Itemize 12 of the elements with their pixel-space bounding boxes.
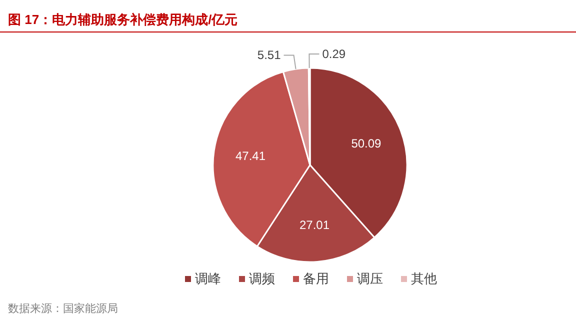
- source-note: 数据来源：国家能源局: [8, 302, 118, 315]
- legend-label: 调峰: [195, 271, 221, 286]
- legend-label: 备用: [303, 271, 329, 286]
- data-label: 27.01: [300, 218, 330, 232]
- legend-label: 调压: [357, 271, 383, 286]
- chart-title: 图 17：电力辅助服务补偿费用构成/亿元: [8, 12, 238, 27]
- legend-label: 调频: [249, 271, 275, 286]
- data-label: 0.29: [322, 47, 346, 62]
- legend-label: 其他: [411, 271, 437, 286]
- data-label: 5.51: [257, 48, 282, 62]
- data-label: 47.41: [236, 149, 266, 164]
- data-label: 50.09: [351, 136, 382, 151]
